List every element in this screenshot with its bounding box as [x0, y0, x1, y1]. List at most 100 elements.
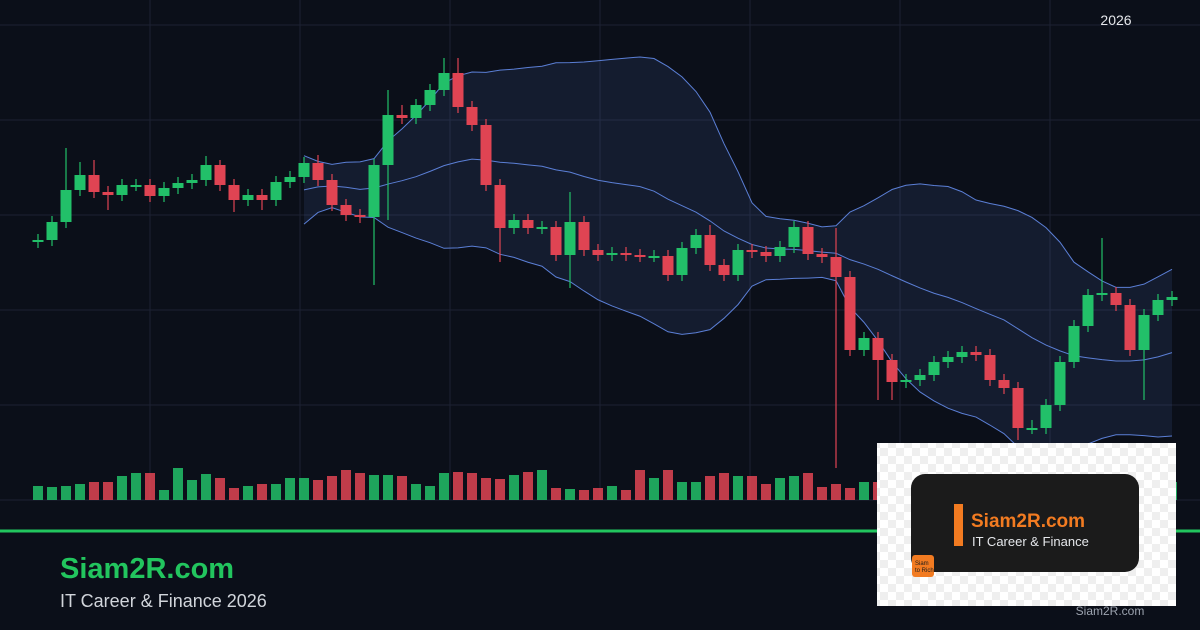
candle-body	[900, 380, 912, 382]
candle-body	[354, 215, 366, 217]
candle-body	[480, 125, 492, 185]
volume-bar	[537, 470, 547, 500]
volume-bar	[75, 484, 85, 500]
volume-bar	[789, 476, 799, 500]
candle-body	[620, 253, 632, 255]
volume-bar	[803, 473, 813, 500]
volume-bar	[719, 473, 729, 500]
candle-body	[522, 220, 534, 228]
candle-body	[634, 255, 646, 257]
candle-body	[382, 115, 394, 165]
volume-bar	[453, 472, 463, 500]
volume-bar	[761, 484, 771, 500]
year: 2026	[1100, 12, 1131, 28]
candle-body	[312, 163, 324, 180]
volume-bar	[677, 482, 687, 500]
volume-bar	[621, 490, 631, 500]
candle-body	[410, 105, 422, 118]
candle-body	[438, 73, 450, 90]
candle-body	[816, 254, 828, 257]
candle-body	[32, 240, 44, 242]
volume-bar	[635, 470, 645, 500]
card-title: Siam2R.com	[971, 511, 1085, 532]
volume-bar	[663, 470, 673, 500]
candle-body	[1096, 293, 1108, 295]
candle-body	[396, 115, 408, 118]
card-subtitle: IT Career & Finance	[972, 534, 1089, 549]
volume-bar	[61, 486, 71, 500]
volume-bar	[159, 490, 169, 500]
badge	[912, 555, 934, 577]
candle-body	[970, 352, 982, 355]
candle-body	[186, 180, 198, 183]
candle-body	[760, 252, 772, 256]
volume-bar	[425, 486, 435, 500]
candle-body	[116, 185, 128, 195]
volume-bar	[327, 476, 337, 500]
volume-bar	[187, 480, 197, 500]
volume-bar	[299, 478, 309, 500]
candle-body	[1054, 362, 1066, 405]
candle-body	[326, 180, 338, 205]
candle-body	[536, 227, 548, 229]
candle-body	[564, 222, 576, 255]
candle-body	[144, 185, 156, 196]
candle-body	[284, 177, 296, 182]
volume-bar	[47, 487, 57, 500]
volume-bar	[775, 478, 785, 500]
candle-body	[1012, 388, 1024, 428]
brand: Siam2R.com	[60, 553, 234, 585]
candle-body	[74, 175, 86, 190]
band-line	[303, 158, 1173, 362]
candle-body	[1040, 405, 1052, 428]
volume-bar	[691, 482, 701, 500]
volume-bar	[257, 484, 267, 500]
candle-body	[1124, 305, 1136, 350]
candle-body	[214, 165, 226, 185]
volume-bar	[439, 473, 449, 500]
candle-body	[452, 73, 464, 107]
volume-bar	[495, 479, 505, 500]
candle-body	[872, 338, 884, 360]
volume-bar	[747, 476, 757, 500]
volume-bar	[215, 478, 225, 500]
candle-body	[172, 183, 184, 188]
candle-body	[830, 257, 842, 277]
candle-body	[788, 227, 800, 247]
volume-bar	[593, 488, 603, 500]
candle-body	[886, 360, 898, 382]
logo-card: Siam2R.com IT Career & Finance Siam to R…	[877, 443, 1176, 606]
candle-body	[1138, 315, 1150, 350]
candle-body	[494, 185, 506, 228]
volume-bar	[145, 473, 155, 500]
candle-body	[200, 165, 212, 180]
volume-bar	[481, 478, 491, 500]
candle-body	[732, 250, 744, 275]
volume-bar	[579, 490, 589, 500]
candle-body	[998, 380, 1010, 388]
volume-bar	[397, 476, 407, 500]
volume-bar	[859, 482, 869, 500]
candle-body	[928, 362, 940, 375]
volume-bar	[229, 488, 239, 500]
card-accent	[954, 504, 963, 546]
candle-body	[704, 235, 716, 265]
candle-body	[60, 190, 72, 222]
candle-body	[228, 185, 240, 200]
volume-bar	[201, 474, 211, 500]
volume-bar	[845, 488, 855, 500]
candle-body	[466, 107, 478, 125]
volume-bar	[117, 476, 127, 500]
candle-body	[242, 195, 254, 200]
badge-line: to Rich	[915, 568, 934, 574]
volume-bar	[523, 472, 533, 500]
volume-bar	[383, 475, 393, 500]
candle-body	[424, 90, 436, 105]
volume-bar	[33, 486, 43, 500]
candle-body	[508, 220, 520, 228]
volume-bar	[607, 486, 617, 500]
volume-bar	[285, 478, 295, 500]
candle-body	[368, 165, 380, 217]
candles	[32, 58, 1178, 468]
